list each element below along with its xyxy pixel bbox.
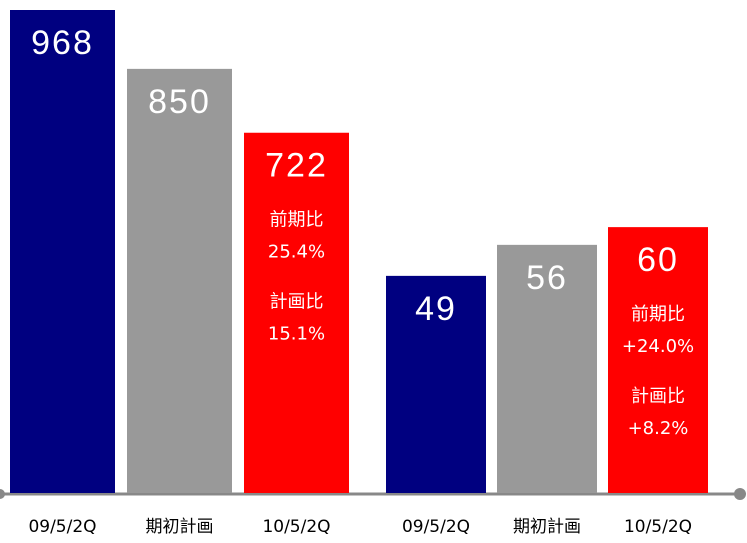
- value-label: 968: [31, 24, 94, 62]
- annotation: 前期比: [270, 210, 324, 231]
- annotation: 15.1%: [268, 324, 325, 345]
- x-tick-label: 09/5/2Q: [28, 517, 96, 537]
- annotation: 25.4%: [268, 242, 325, 263]
- x-tick-label: 10/5/2Q: [262, 517, 330, 537]
- annotation: 計画比: [631, 386, 685, 407]
- value-label: 49: [415, 290, 457, 328]
- x-tick-label: 期初計画: [146, 517, 214, 537]
- bar: [244, 132, 349, 494]
- bar: [127, 68, 232, 493]
- axis-start: [0, 489, 5, 499]
- bar: [10, 10, 115, 493]
- x-tick-label: 10/5/2Q: [624, 517, 692, 537]
- bar: [497, 244, 597, 493]
- value-label: 722: [265, 147, 328, 185]
- value-label: 850: [148, 83, 211, 121]
- axis-end: [734, 488, 746, 500]
- value-label: 56: [526, 259, 568, 297]
- annotation: 前期比: [631, 304, 685, 325]
- x-tick-label: 期初計画: [513, 517, 581, 537]
- annotation: +8.2%: [628, 418, 689, 439]
- bar: [608, 227, 708, 494]
- bar: [386, 275, 486, 493]
- value-label: 60: [637, 241, 679, 279]
- annotation: +24.0%: [622, 336, 694, 357]
- annotation: 計画比: [270, 292, 324, 313]
- x-tick-label: 09/5/2Q: [402, 517, 470, 537]
